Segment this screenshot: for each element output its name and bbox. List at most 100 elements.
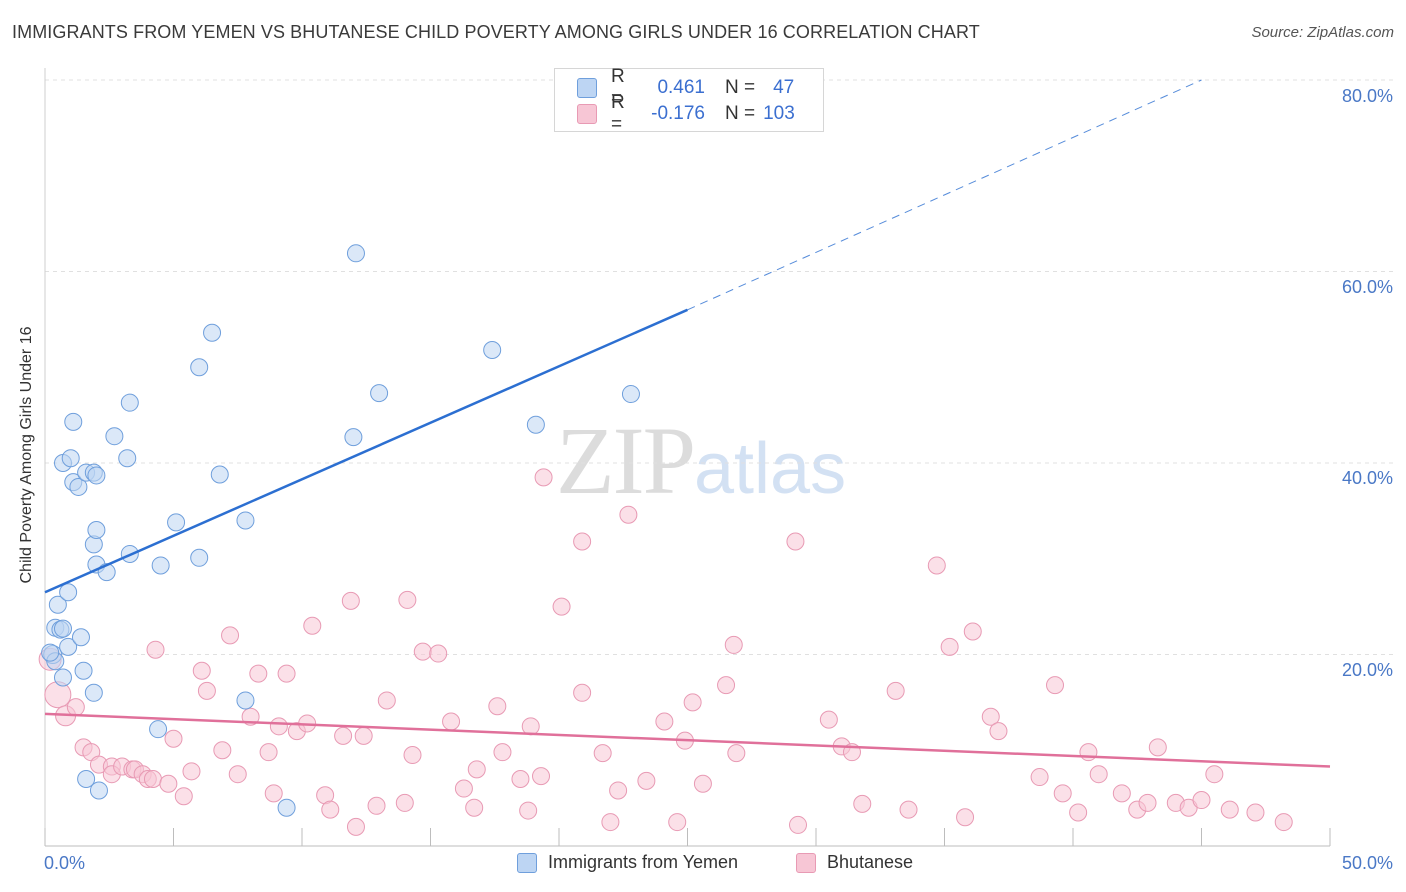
bhutanese-point <box>159 774 178 793</box>
yemen-point <box>59 637 78 656</box>
bhutanese-point <box>429 644 448 663</box>
yemen-point <box>77 769 96 788</box>
bhutanese-point <box>981 707 1000 726</box>
bhutanese-point <box>927 556 946 575</box>
bhutanese-point <box>956 808 975 827</box>
yemen-point <box>61 449 80 468</box>
trend-lines <box>44 79 1331 768</box>
x-tick-0: 0.0% <box>44 853 86 873</box>
series-legend: Immigrants from Yemen Bhutanese <box>0 852 1406 876</box>
bhutanese-point <box>413 642 432 661</box>
yemen-point <box>53 619 72 638</box>
bhutanese-point <box>354 726 373 745</box>
yemen-point <box>483 341 502 360</box>
bhutanese-point <box>403 746 422 765</box>
r-value: 0.461 <box>657 77 705 98</box>
gridlines <box>45 79 1393 655</box>
bhutanese-point <box>655 712 674 731</box>
bhutanese-point <box>1220 800 1239 819</box>
bhutanese-point <box>853 794 872 813</box>
bhutanese-point <box>259 743 278 762</box>
bhutanese-point <box>303 616 322 635</box>
legend-item-bhutanese[interactable]: Bhutanese <box>796 852 913 873</box>
bhutanese-point <box>221 626 240 645</box>
source-label: Source: ZipAtlas.com <box>1251 24 1394 41</box>
bhutanese-point <box>789 815 808 834</box>
bhutanese-point <box>573 532 592 551</box>
bhutanese-point <box>228 765 247 784</box>
bhutanese-point <box>1246 803 1265 822</box>
bhutanese-point <box>727 744 746 763</box>
bhutanese-point <box>573 683 592 702</box>
bhutanese-point <box>321 800 340 819</box>
yemen-point <box>210 465 229 484</box>
bhutanese-point <box>197 681 216 700</box>
bhutanese-point <box>395 793 414 812</box>
yemen-point <box>526 415 545 434</box>
yemen-point <box>120 393 139 412</box>
yemen-point <box>236 511 255 530</box>
yemen-point <box>190 548 209 567</box>
bhutanese-point <box>637 771 656 790</box>
yemen-trend-line <box>44 308 689 594</box>
bhutanese-point <box>143 769 162 788</box>
bhutanese-point <box>493 743 512 762</box>
bhutanese-point <box>213 741 232 760</box>
y-tick-60: 60.0% <box>1341 277 1393 297</box>
legend-swatch-pink <box>577 104 597 124</box>
n-label: N = <box>725 103 756 124</box>
bhutanese-point <box>940 637 959 656</box>
yemen-point <box>84 683 103 702</box>
bhutanese-point <box>963 622 982 641</box>
legend-swatch-pink <box>796 852 816 873</box>
yemen-point <box>344 428 363 447</box>
yemen-point <box>71 628 90 647</box>
bhutanese-point <box>511 769 530 788</box>
chart-title: IMMIGRANTS FROM YEMEN VS BHUTANESE CHILD… <box>12 22 980 42</box>
bhutanese-point <box>521 717 540 736</box>
watermark: ZIPatlas <box>556 405 846 516</box>
bhutanese-point <box>398 590 417 609</box>
bhutanese-point <box>164 729 183 748</box>
bhutanese-point <box>182 762 201 781</box>
bhutanese-point <box>377 691 396 710</box>
yemen-point <box>48 595 67 614</box>
legend-item-yemen[interactable]: Immigrants from Yemen <box>517 852 738 873</box>
bhutanese-point <box>683 693 702 712</box>
bhutanese-point <box>609 781 628 800</box>
yemen-point <box>105 427 124 446</box>
yemen-point <box>149 720 168 739</box>
bhutanese-point <box>619 505 638 524</box>
yemen-trend-extension <box>687 79 1202 311</box>
bhutanese-point <box>442 712 461 731</box>
bhutanese-point <box>1053 784 1072 803</box>
bhutanese-point <box>1069 803 1088 822</box>
bhutanese-point <box>601 813 620 832</box>
bhutanese-point <box>269 717 288 736</box>
bhutanese-point <box>593 744 612 763</box>
yemen-point <box>89 781 108 800</box>
yemen-point <box>621 385 640 404</box>
bhutanese-point <box>146 640 165 659</box>
yemen-point <box>151 556 170 575</box>
bhutanese-point <box>334 726 353 745</box>
axes <box>44 68 1331 847</box>
yemen-point <box>69 477 88 496</box>
bhutanese-point <box>1138 793 1157 812</box>
r-value: -0.176 <box>651 103 705 124</box>
bhutanese-point <box>454 779 473 798</box>
yemen-point <box>53 668 72 687</box>
bhutanese-point <box>1148 738 1167 757</box>
y-axis-label: Child Poverty Among Girls Under 16 <box>18 326 35 584</box>
bhutanese-point <box>668 813 687 832</box>
bhutanese-point <box>341 591 360 610</box>
yemen-point <box>346 244 365 263</box>
bhutanese-point <box>519 801 538 820</box>
yemen-point <box>167 513 186 532</box>
bhutanese-point <box>552 597 571 616</box>
n-label: N = <box>725 77 756 98</box>
bhutanese-point <box>249 664 268 683</box>
bhutanese-point <box>44 681 72 709</box>
n-value: 103 <box>763 103 795 124</box>
y-tick-40: 40.0% <box>1341 468 1393 488</box>
